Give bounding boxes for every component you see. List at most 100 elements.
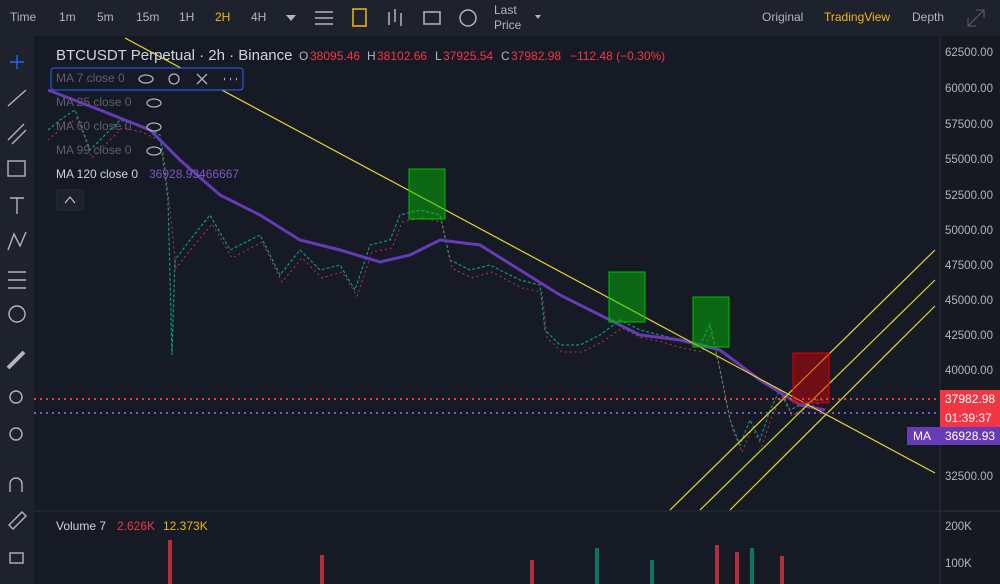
ruler-tool[interactable] — [6, 350, 26, 370]
signal-boxes — [408, 168, 830, 404]
change: −112.48 (−0.30%) — [570, 49, 665, 63]
price-label: 50000.00 — [945, 225, 993, 237]
tab[interactable]: 1H — [179, 10, 194, 24]
high: 38102.66 — [377, 49, 427, 63]
label: C — [501, 49, 510, 63]
channel-tool[interactable] — [7, 123, 27, 145]
zoom-out-tool[interactable] — [9, 427, 23, 441]
volume-bar — [595, 548, 599, 584]
ohlc: O 38095.46 H 38102.66 L 37925.54 C 37982… — [299, 49, 665, 63]
indicator[interactable]: MA 60 close 0 — [56, 119, 132, 133]
trend-line[interactable] — [124, 37, 936, 474]
label: H — [367, 49, 376, 63]
tab[interactable]: 1m — [59, 10, 76, 24]
price-label: 60000.00 — [945, 83, 993, 95]
hidden-icons — [146, 98, 162, 156]
hidden-icon[interactable] — [146, 98, 162, 108]
trend-lines — [124, 37, 936, 511]
countdown: 01:39:37 — [945, 411, 992, 425]
view-tab[interactable]: Original — [762, 10, 803, 24]
price-label: 52500.00 — [945, 190, 993, 202]
price-label: 40000.00 — [945, 365, 993, 377]
camera-icon[interactable] — [423, 11, 441, 25]
hidden-icon[interactable] — [146, 122, 162, 132]
indicator-selected[interactable] — [50, 67, 244, 91]
emoji-tool[interactable] — [8, 305, 26, 323]
dropdown-icon[interactable] — [535, 15, 541, 19]
buy-zone[interactable] — [692, 296, 730, 348]
drawing-tools — [6, 55, 27, 564]
shape-tool[interactable] — [7, 160, 26, 177]
settings-icon[interactable] — [168, 73, 180, 85]
indicator[interactable]: MA 99 close 0 — [56, 143, 132, 157]
lock-drawing-tool[interactable] — [8, 511, 27, 530]
label: L — [435, 49, 442, 63]
indicator[interactable]: MA 7 close 0 — [56, 71, 125, 85]
tab[interactable]: 15m — [136, 10, 159, 24]
settings-icon[interactable] — [315, 11, 333, 25]
volume-bar — [650, 560, 654, 584]
label: O — [299, 49, 308, 63]
top-toolbar — [0, 0, 1000, 36]
text-tool[interactable] — [10, 197, 24, 214]
zoom-in-tool[interactable] — [9, 390, 23, 404]
volume-title: Volume 7 — [56, 519, 106, 533]
add-icon[interactable] — [459, 9, 477, 27]
current-price: 37982.98 — [945, 392, 995, 406]
channel-line[interactable] — [729, 305, 936, 511]
price-mode[interactable]: Last — [494, 3, 517, 17]
hidden-icon[interactable] — [146, 146, 162, 156]
volume-bar — [715, 545, 719, 584]
price-label: 57500.00 — [945, 119, 993, 131]
indicator-icon[interactable] — [388, 9, 402, 26]
volume-bar — [750, 548, 754, 584]
crosshair-tool[interactable] — [10, 55, 24, 69]
collapse-button[interactable] — [56, 189, 84, 211]
ma-price: 36928.93 — [945, 429, 995, 443]
sell-zone[interactable] — [792, 352, 830, 404]
indicator-value: 36928.93466667 — [149, 167, 239, 181]
low: 37925.54 — [443, 49, 493, 63]
template-icon[interactable] — [352, 8, 367, 27]
price-series-down — [47, 117, 828, 454]
channel-line[interactable] — [699, 279, 936, 511]
collapse-icon — [64, 196, 76, 204]
indicator[interactable]: MA 120 close 0 — [56, 167, 138, 181]
view-tab-active[interactable]: TradingView — [824, 10, 890, 24]
price-label: 32500.00 — [945, 471, 993, 483]
price-label: 42500.00 — [945, 330, 993, 342]
tab[interactable]: 5m — [97, 10, 114, 24]
price-label: 47500.00 — [945, 260, 993, 272]
fullscreen-icon[interactable] — [967, 9, 985, 27]
line-tool[interactable] — [7, 89, 27, 107]
tab-active[interactable]: 2H — [215, 10, 230, 24]
tab[interactable]: 4H — [251, 10, 266, 24]
price-label: 45000.00 — [945, 295, 993, 307]
volume-bar — [735, 552, 739, 584]
dropdown-icon[interactable] — [286, 15, 296, 21]
magnet-tool[interactable] — [9, 477, 23, 492]
close: 37982.98 — [511, 49, 561, 63]
volume-bar — [168, 540, 172, 584]
chart-area — [34, 36, 940, 584]
price-label: 62500.00 — [945, 47, 993, 59]
volume-axis-label: 200K — [945, 521, 972, 533]
hide-icon[interactable] — [138, 74, 154, 84]
volume-bars — [168, 540, 784, 584]
volume-bar — [320, 555, 324, 584]
lock-tool[interactable] — [9, 552, 24, 564]
price-mode[interactable]: Price — [494, 18, 522, 32]
tab[interactable]: Time — [10, 10, 37, 24]
channel-line[interactable] — [669, 249, 936, 511]
buy-zone[interactable] — [408, 168, 446, 220]
indicator[interactable]: MA 25 close 0 — [56, 95, 132, 109]
remove-icon[interactable] — [196, 73, 208, 85]
volume-value: 2.626K — [117, 519, 155, 533]
fib-tool[interactable] — [8, 271, 26, 289]
buy-zone[interactable] — [608, 271, 646, 323]
view-tab[interactable]: Depth — [912, 10, 944, 24]
pattern-tool[interactable] — [7, 231, 27, 251]
ma-price-tag — [907, 427, 1000, 445]
